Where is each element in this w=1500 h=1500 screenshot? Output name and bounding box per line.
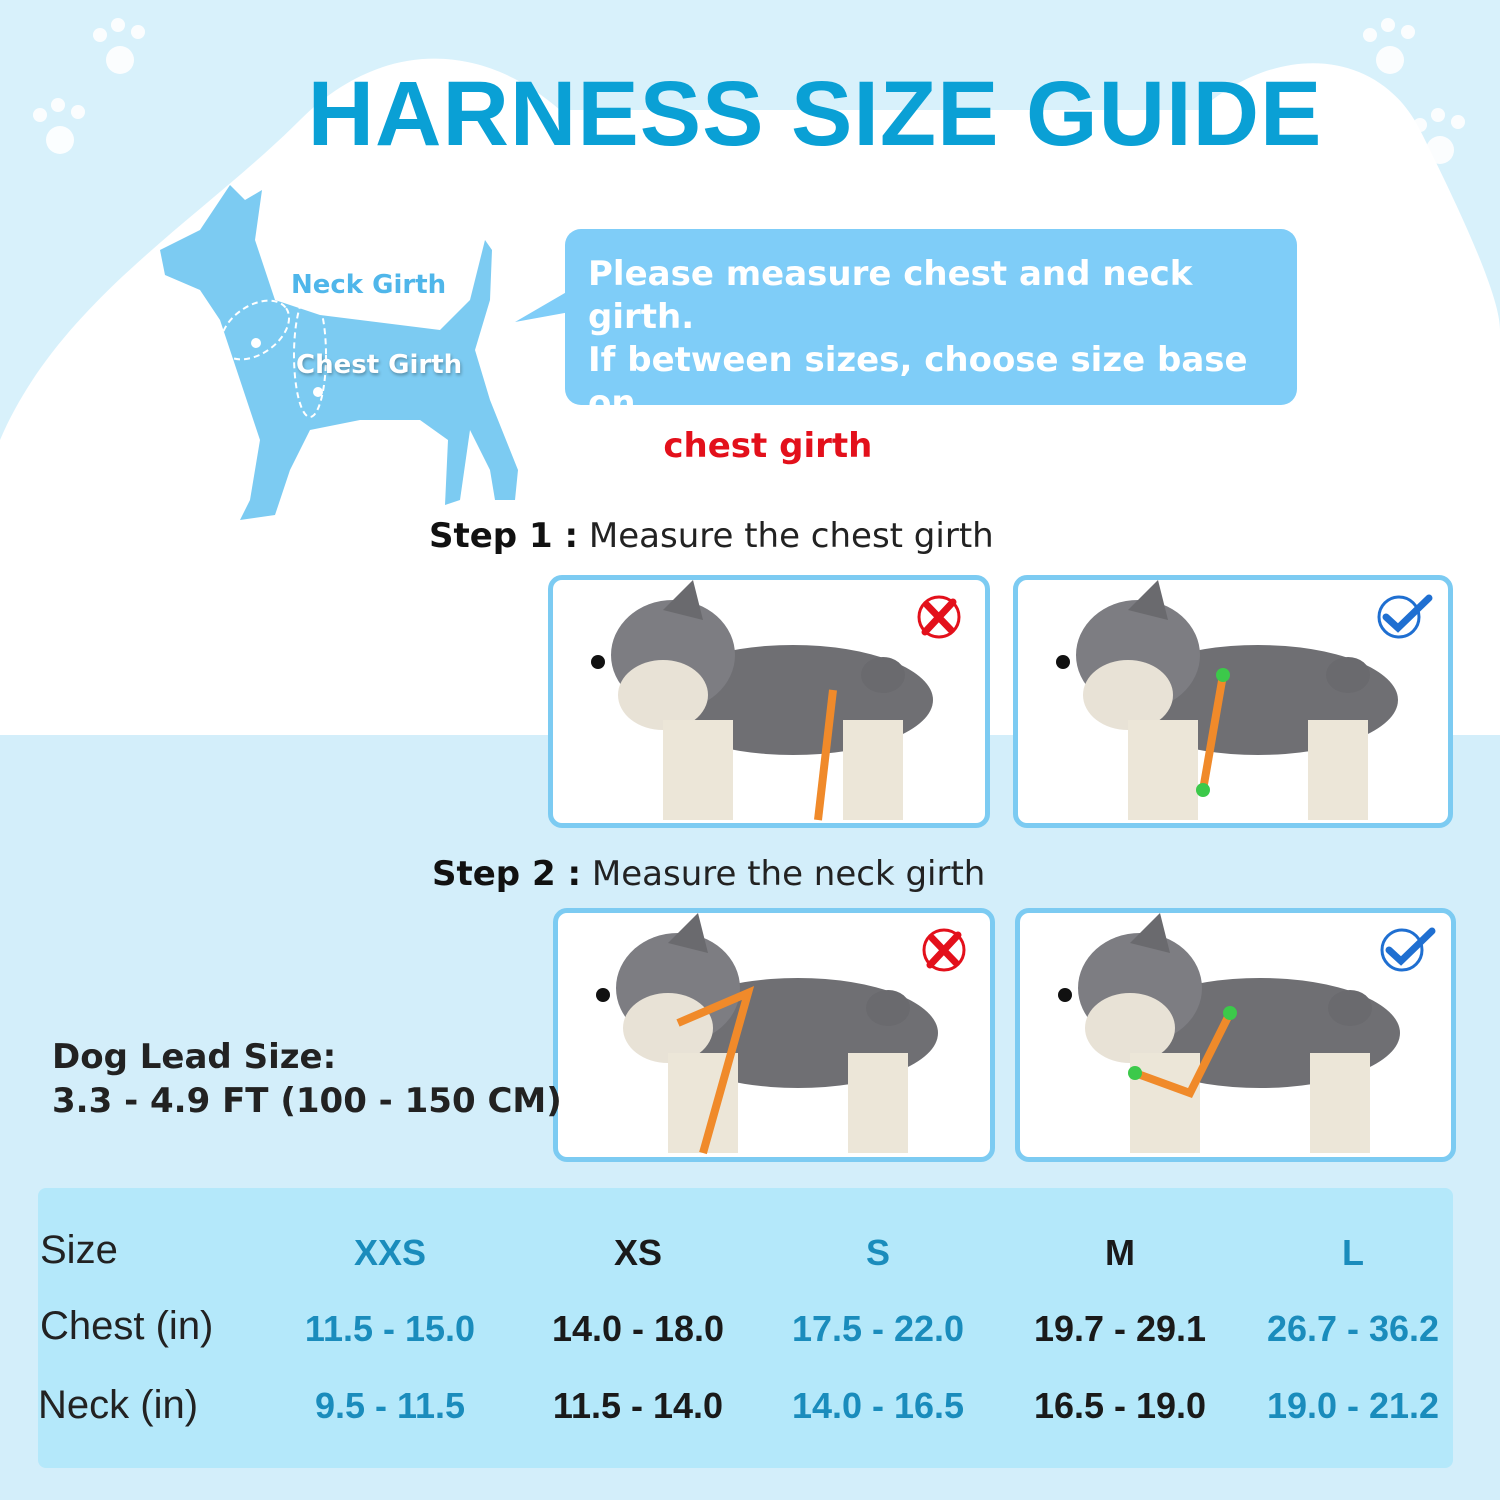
cell-chest-0: 11.5 - 15.0	[304, 1308, 476, 1349]
instruction-line: If between sizes, choose size base on	[588, 340, 1248, 423]
photo-step1-correct	[1013, 575, 1453, 828]
cell-neck-0: 9.5 - 11.5	[314, 1385, 466, 1426]
dog-photo	[1056, 580, 1398, 820]
neck-girth-label: Neck Girth	[291, 270, 447, 300]
instruction-line: the chest girth.	[588, 425, 1287, 468]
cell-sizes-0: XXS	[353, 1232, 427, 1273]
cell-neck-2: 14.0 - 16.5	[791, 1385, 965, 1426]
text: .	[872, 426, 886, 466]
cell-neck-3: 16.5 - 19.0	[1033, 1385, 1207, 1426]
step-1-label: Step 1 : Measure the chest girth	[429, 516, 994, 556]
check-mark-icon	[1380, 927, 1436, 972]
cell-chest-3: 19.7 - 29.1	[1033, 1308, 1207, 1349]
cell-sizes-4: L	[1342, 1232, 1364, 1273]
cell-neck-1: 11.5 - 14.0	[552, 1385, 724, 1426]
dog-lead-size: Dog Lead Size: 3.3 - 4.9 FT (100 - 150 C…	[52, 1035, 562, 1123]
dog-silhouette-icon	[160, 185, 518, 520]
chest-girth-label: Chest Girth	[296, 350, 463, 380]
photo-step2-wrong	[553, 908, 995, 1162]
cell-chest-4: 26.7 - 36.2	[1266, 1308, 1440, 1349]
cell-sizes-1: XS	[613, 1232, 663, 1273]
row-label-neck: Neck (in)	[38, 1383, 199, 1427]
x-mark-icon	[922, 928, 966, 972]
lead-label: Dog Lead Size:	[52, 1037, 337, 1077]
step-2-label: Step 2 : Measure the neck girth	[432, 854, 986, 894]
cell-chest-2: 17.5 - 22.0	[791, 1308, 965, 1349]
cell-neck-4: 19.0 - 21.2	[1266, 1385, 1440, 1426]
row-label-size: Size	[40, 1228, 118, 1272]
lead-value: 3.3 - 4.9 FT (100 - 150 CM)	[52, 1081, 562, 1121]
check-mark-icon	[1377, 594, 1433, 639]
photo-step1-wrong	[548, 575, 990, 828]
photo-step2-correct	[1015, 908, 1456, 1162]
paw-print-icon	[33, 18, 1465, 164]
dog-photo	[596, 913, 938, 1155]
cell-sizes-3: M	[1105, 1232, 1135, 1273]
page-title: HARNESS SIZE GUIDE	[307, 63, 1323, 165]
size-table: Size Chest (in) Neck (in) XXS XS S M L 11.5 -…	[38, 1188, 1453, 1468]
dog-photo	[1058, 913, 1400, 1153]
cell-chest-1: 14.0 - 18.0	[551, 1308, 725, 1349]
dog-photo	[591, 580, 933, 821]
bubble-tail	[515, 290, 570, 322]
instruction-line: Please measure chest and neck girth.	[588, 254, 1193, 337]
chest-girth-highlight: chest girth	[663, 426, 873, 466]
instruction-bubble: Please measure chest and neck girth. If …	[565, 229, 1297, 466]
text: the	[588, 426, 664, 466]
x-mark-icon	[917, 595, 961, 639]
cell-sizes-2: S	[865, 1232, 891, 1273]
row-label-chest: Chest (in)	[40, 1304, 214, 1348]
